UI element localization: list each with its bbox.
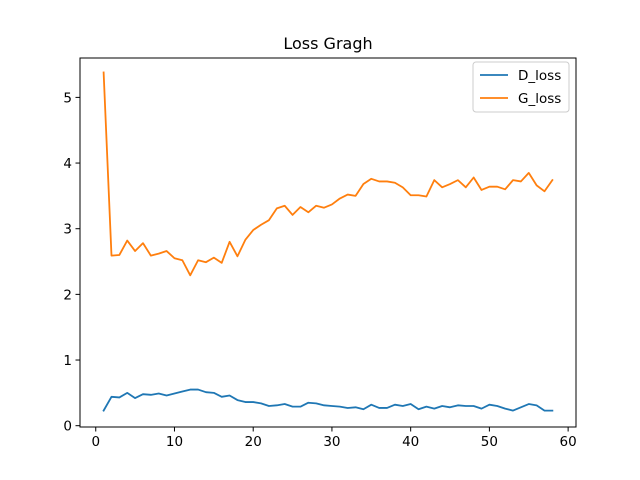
legend-label-g-loss: G_loss xyxy=(518,91,561,107)
x-tick-label: 50 xyxy=(481,434,498,450)
axes: 0 10 20 30 40 50 60 0 1 2 3 4 5 xyxy=(63,57,577,450)
y-tick-label: 5 xyxy=(63,90,72,106)
chart-title: Loss Gragh xyxy=(283,34,372,53)
legend-label-d-loss: D_loss xyxy=(518,68,561,84)
x-tick-label: 40 xyxy=(402,434,419,450)
axes-frame xyxy=(79,57,577,428)
y-tick-label: 4 xyxy=(63,156,72,172)
x-tick-label: 20 xyxy=(245,434,262,450)
y-tick-label: 3 xyxy=(63,222,72,238)
plot-area xyxy=(102,71,554,412)
series-line-d-loss xyxy=(102,388,554,412)
y-tick-label: 0 xyxy=(63,419,72,435)
y-tick-label: 1 xyxy=(63,353,72,369)
legend: D_loss G_loss xyxy=(472,61,570,113)
y-tick-label: 2 xyxy=(63,287,72,303)
series-line-g-loss xyxy=(102,71,554,277)
x-tick-label: 10 xyxy=(166,434,183,450)
x-tick-label: 60 xyxy=(560,434,577,450)
x-tick-label: 0 xyxy=(91,434,100,450)
x-tick-label: 30 xyxy=(323,434,340,450)
